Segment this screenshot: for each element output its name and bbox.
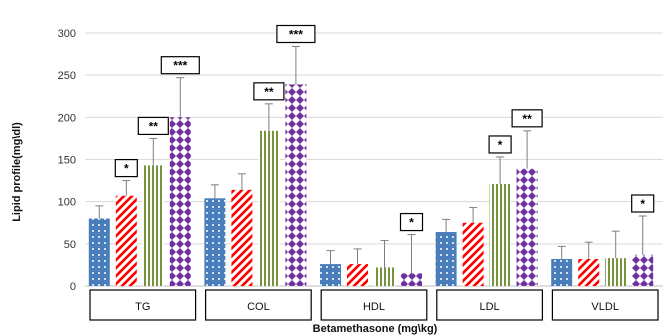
bar-col-series-3 [258,130,280,286]
significance-box [114,158,138,178]
category-label-col: COL [247,301,270,313]
significance-box [160,56,200,75]
bar-hdl-series-2 [347,264,368,286]
y-tick-label: 100 [58,197,76,209]
bar-tg-series-1 [88,218,110,286]
bars [88,84,654,287]
category-box-vldl [551,289,659,321]
significance-box [399,212,424,232]
category-label-vldl: VLDL [591,301,619,313]
bar-ldl-series-3 [489,183,511,286]
significance-box [137,116,169,136]
bar-col-series-2 [231,189,253,286]
y-tick-label: 300 [58,28,76,40]
category-box-hdl [320,289,428,321]
category-label-tg: TG [135,301,150,313]
bar-vldl-series-2 [578,259,600,286]
significance-box [276,24,316,44]
bar-tg-series-3 [142,165,164,286]
bar-col-series-4 [285,84,307,287]
significance-label: ** [264,85,274,99]
significance-box [253,82,285,101]
bar-col-series-1 [204,198,226,286]
significance-annotations: **************** [114,24,655,232]
bar-hdl-series-3 [374,267,395,286]
significance-box [511,109,543,128]
bar-tg-series-2 [115,195,137,286]
significance-label: *** [173,59,187,73]
x-axis-label: Betamethasone (mg\kg) [313,323,438,335]
significance-label: ** [149,119,159,133]
error-bars [95,45,647,274]
y-tick-label: 150 [58,155,76,167]
significance-label: * [498,138,503,152]
category-box-ldl [436,289,543,321]
significance-label: * [124,162,129,176]
significance-label: ** [522,112,532,126]
bar-ldl-series-4 [516,168,538,286]
y-tick-label: 50 [64,239,76,251]
y-tick-label: 250 [58,70,76,82]
y-tick-label: 200 [58,112,76,124]
significance-label: *** [289,27,303,41]
significance-box [488,135,512,154]
bar-ldl-series-1 [435,232,457,286]
bar-vldl-series-4 [632,254,654,286]
bar-tg-series-4 [169,117,191,286]
bar-vldl-series-3 [605,258,627,286]
category-box-tg [89,289,197,321]
y-tick-label: 0 [70,281,76,293]
bar-ldl-series-2 [462,222,484,286]
bar-hdl-series-1 [320,264,341,286]
significance-label: * [640,197,645,211]
category-label-hdl: HDL [363,301,385,313]
category-box-col [205,289,312,321]
bar-hdl-series-4 [401,273,422,286]
category-label-ldl: LDL [480,301,500,313]
significance-box [631,194,655,213]
bar-vldl-series-1 [551,259,573,286]
category-labels: TG COL HDL LDL VLDL [89,289,659,321]
y-axis-label: Lipid profile(mg\dl) [11,122,23,222]
significance-label: * [409,216,414,230]
